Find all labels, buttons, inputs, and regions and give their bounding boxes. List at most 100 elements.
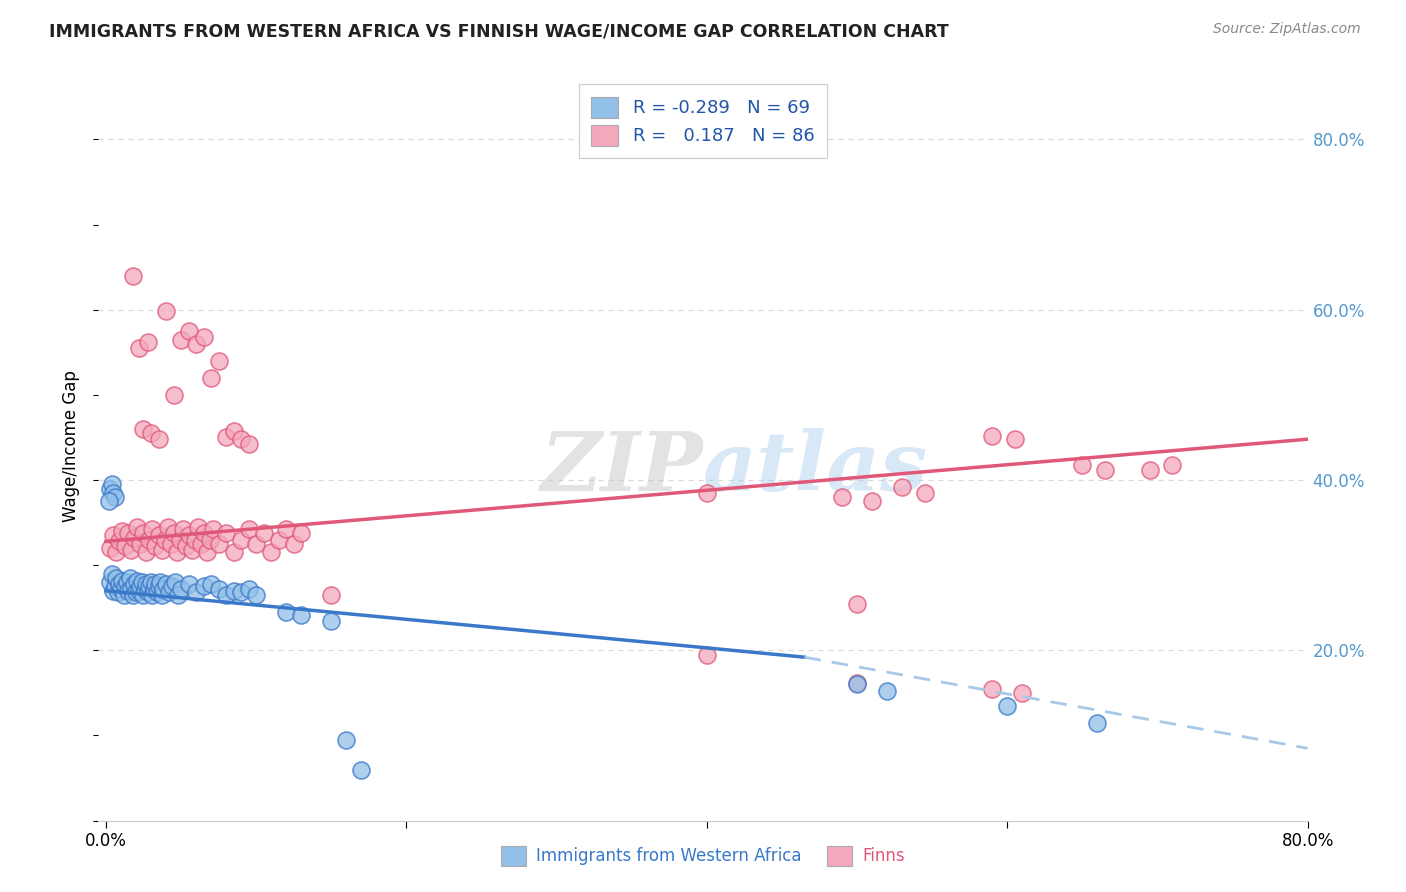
Point [222, 424, 245, 438]
Point [183, 533, 205, 547]
Point [163, 575, 186, 590]
Point [215, 430, 238, 444]
Point [115, 575, 138, 590]
Point [103, 528, 125, 542]
Point [139, 575, 162, 590]
Point [145, 577, 167, 591]
Point [229, 533, 252, 547]
Point [124, 531, 146, 545]
Point [127, 520, 149, 534]
Point [155, 304, 177, 318]
Point [222, 583, 245, 598]
Point [193, 580, 215, 594]
Point [1004, 432, 1026, 446]
Point [124, 577, 146, 591]
Point [122, 588, 145, 602]
Point [155, 577, 177, 591]
Point [122, 268, 145, 283]
Point [100, 541, 122, 556]
Point [162, 388, 184, 402]
Point [267, 533, 290, 547]
Point [170, 582, 193, 596]
Point [195, 545, 218, 559]
Point [172, 523, 194, 537]
Point [131, 575, 153, 590]
Point [129, 537, 152, 551]
Point [111, 574, 134, 588]
Point [253, 525, 276, 540]
Point [143, 582, 166, 596]
Point [148, 528, 170, 542]
Point [177, 528, 200, 542]
Point [110, 582, 132, 596]
Point [100, 482, 122, 496]
Point [276, 605, 298, 619]
Point [215, 525, 238, 540]
Point [290, 607, 312, 622]
Point [207, 354, 229, 368]
Point [283, 537, 305, 551]
Point [100, 575, 122, 590]
Point [117, 583, 139, 598]
Point [117, 525, 139, 540]
Point [128, 341, 150, 355]
Point [167, 588, 190, 602]
Legend: Immigrants from Western Africa, Finns: Immigrants from Western Africa, Finns [495, 839, 911, 872]
Point [148, 432, 170, 446]
Point [914, 485, 936, 500]
Point [138, 580, 160, 594]
Point [132, 525, 155, 540]
Point [238, 437, 260, 451]
Point [1085, 715, 1108, 730]
Point [114, 580, 136, 594]
Point [846, 675, 869, 690]
Point [101, 477, 124, 491]
Point [193, 525, 215, 540]
Point [111, 524, 134, 538]
Point [831, 490, 853, 504]
Point [101, 566, 124, 581]
Point [215, 588, 238, 602]
Point [129, 580, 152, 594]
Text: Source: ZipAtlas.com: Source: ZipAtlas.com [1213, 22, 1361, 37]
Point [238, 523, 260, 537]
Point [290, 525, 312, 540]
Point [200, 577, 222, 591]
Point [108, 534, 131, 549]
Point [321, 588, 343, 602]
Y-axis label: Wage/Income Gap: Wage/Income Gap [62, 370, 80, 522]
Point [187, 520, 209, 534]
Point [145, 540, 167, 554]
Point [156, 520, 179, 534]
Point [150, 542, 173, 557]
Point [108, 577, 131, 591]
Point [114, 540, 136, 554]
Point [696, 648, 718, 662]
Point [121, 542, 143, 557]
Point [128, 583, 150, 598]
Point [335, 732, 357, 747]
Point [229, 585, 252, 599]
Point [162, 525, 184, 540]
Point [105, 545, 128, 559]
Point [177, 324, 200, 338]
Point [153, 533, 176, 547]
Text: IMMIGRANTS FROM WESTERN AFRICA VS FINNISH WAGE/INCOME GAP CORRELATION CHART: IMMIGRANTS FROM WESTERN AFRICA VS FINNIS… [49, 22, 949, 40]
Point [876, 684, 898, 698]
Point [138, 533, 160, 547]
Point [139, 426, 162, 441]
Point [696, 485, 718, 500]
Point [112, 588, 135, 602]
Point [97, 494, 120, 508]
Point [174, 540, 197, 554]
Point [135, 545, 157, 559]
Point [207, 582, 229, 596]
Point [245, 537, 267, 551]
Point [148, 580, 170, 594]
Point [141, 523, 163, 537]
Point [159, 537, 181, 551]
Point [229, 432, 252, 446]
Point [860, 494, 883, 508]
Point [981, 429, 1004, 443]
Point [891, 480, 914, 494]
